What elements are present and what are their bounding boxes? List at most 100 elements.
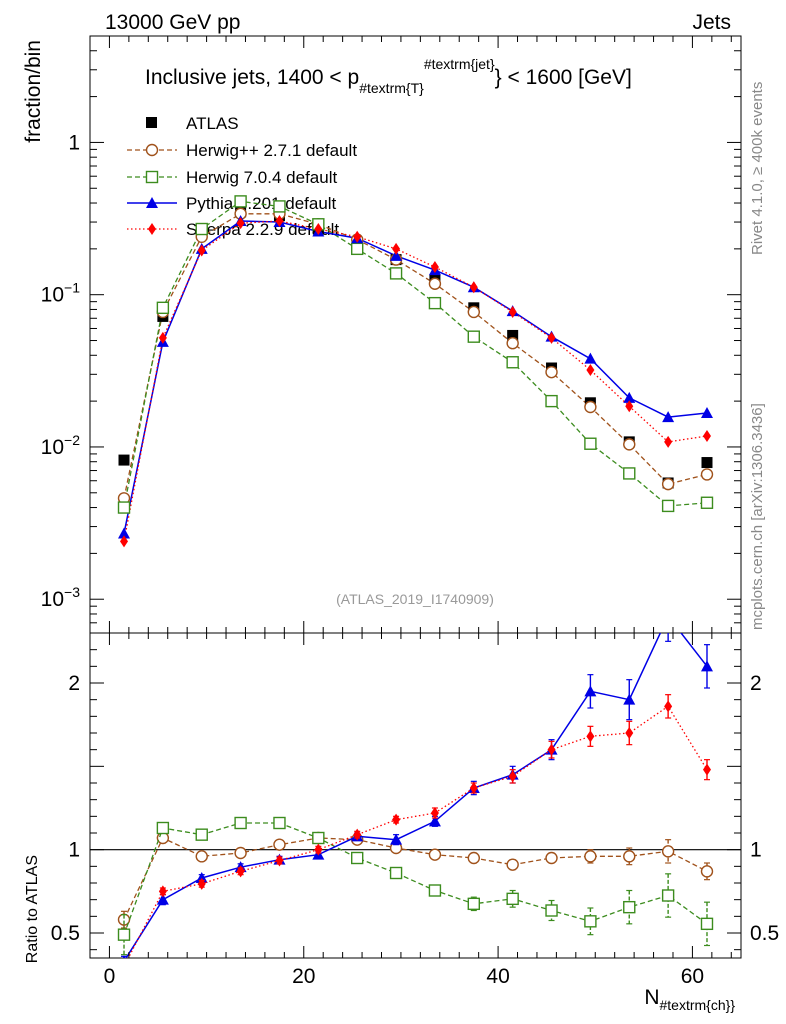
ratio-point-sherpa bbox=[314, 843, 323, 856]
data-point-sherpa bbox=[547, 331, 556, 344]
data-point-herwigpp bbox=[545, 365, 558, 379]
title-superscript: #textrm{jet} bbox=[424, 56, 495, 72]
legend: ATLAS Herwig++ 2.7.1 default Herwig 7.0.… bbox=[127, 114, 357, 239]
ratio-point-sherpa bbox=[392, 813, 401, 826]
legend-entry-atlas: ATLAS bbox=[146, 114, 239, 133]
ratio-line-herwigpp bbox=[123, 837, 708, 920]
data-point-pythia bbox=[584, 352, 597, 364]
ratio-point-herwigpp bbox=[700, 865, 714, 878]
ratio-point-sherpa bbox=[664, 700, 673, 713]
ratio-y-tick-label-left: 0.5 bbox=[51, 922, 80, 945]
ratio-point-herwigpp bbox=[428, 848, 442, 861]
ratio-point-herwig7 bbox=[623, 900, 636, 914]
ratio-line-sherpa bbox=[127, 705, 708, 958]
data-point-sherpa bbox=[586, 364, 595, 377]
x-axis-title-main: N bbox=[644, 986, 659, 1009]
data-point-sherpa bbox=[353, 230, 362, 243]
data-point-herwig7 bbox=[467, 330, 480, 343]
data-point-pythia bbox=[623, 391, 636, 403]
ratio-point-sherpa bbox=[625, 727, 634, 739]
legend-entry-herwig7: Herwig 7.0.4 default bbox=[127, 168, 337, 187]
ratio-point-sherpa bbox=[120, 960, 128, 972]
ratio-point-pythia bbox=[156, 893, 169, 905]
ratio-point-herwigpp bbox=[584, 850, 597, 863]
data-point-sherpa bbox=[469, 281, 478, 294]
data-point-herwigpp bbox=[428, 277, 442, 290]
ratio-panel-frame bbox=[89, 632, 742, 959]
title-subscript: #textrm{T} bbox=[359, 80, 424, 96]
legend-entry-herwigpp: Herwig++ 2.7.1 default bbox=[127, 141, 357, 160]
data-point-data bbox=[701, 457, 713, 469]
data-point-herwig7 bbox=[117, 501, 131, 514]
y-tick-label: 1 bbox=[68, 131, 80, 154]
y-tick-label: 10−1 bbox=[41, 280, 81, 307]
data-point-herwig7 bbox=[351, 242, 364, 256]
data-point-herwig7 bbox=[661, 499, 675, 513]
main-plot-area bbox=[117, 195, 714, 548]
data-point-herwig7 bbox=[273, 200, 286, 213]
ratio-point-pythia bbox=[623, 693, 636, 705]
main-y-axis-title: fraction/bin bbox=[22, 40, 45, 143]
y-tick-label-base: 10 bbox=[41, 436, 64, 459]
title-main: Inclusive jets, 1400 < p bbox=[145, 66, 359, 89]
legend-entry-sherpa: Sherpa 2.2.9 default bbox=[127, 220, 339, 239]
data-point-sherpa bbox=[430, 261, 439, 274]
data-point-herwig7 bbox=[545, 394, 558, 408]
x-tick-label: 60 bbox=[681, 965, 704, 988]
ratio-point-herwig7 bbox=[389, 866, 403, 880]
series-line-herwigpp bbox=[123, 213, 708, 499]
data-point-herwig7 bbox=[428, 296, 442, 310]
ratio-point-herwigpp bbox=[234, 846, 247, 860]
legend-marker-pythia bbox=[146, 197, 158, 208]
ratio-point-herwig7 bbox=[273, 816, 286, 830]
energy-label: 13000 GeV pp bbox=[105, 11, 240, 34]
data-point-sherpa bbox=[508, 305, 517, 318]
ratio-point-herwigpp bbox=[506, 858, 519, 871]
y-tick-label: 10−2 bbox=[41, 432, 81, 459]
series-line-sherpa bbox=[123, 220, 708, 542]
jets-label: Jets bbox=[692, 11, 731, 34]
ratio-point-herwigpp bbox=[195, 850, 208, 863]
ratio-point-sherpa bbox=[236, 865, 245, 878]
ratio-point-pythia bbox=[700, 660, 713, 672]
x-tick-label: 40 bbox=[486, 965, 509, 988]
x-axis-title: N#textrm{ch}} bbox=[644, 986, 735, 1013]
legend-label-pythia: Pythia 8.201 default bbox=[186, 194, 337, 213]
ratio-point-herwig7 bbox=[351, 851, 364, 865]
ratio-point-herwig7 bbox=[156, 821, 170, 835]
data-point-sherpa bbox=[236, 217, 245, 230]
rivet-label: Rivet 4.1.0, ≥ 400k events bbox=[749, 82, 766, 255]
ratio-point-herwig7 bbox=[117, 928, 131, 941]
x-axis-title-subscript: #textrm{ch}} bbox=[660, 997, 736, 1013]
data-point-herwigpp bbox=[700, 468, 714, 481]
data-point-herwigpp bbox=[506, 337, 519, 350]
data-point-sherpa bbox=[275, 214, 284, 227]
data-point-herwig7 bbox=[195, 222, 208, 236]
ratio-y-axis-title: Ratio to ATLAS bbox=[24, 855, 41, 963]
ratio-point-sherpa bbox=[353, 828, 362, 841]
ratio-y-tick-label-right: 2 bbox=[750, 672, 762, 695]
ratio-point-herwig7 bbox=[467, 897, 480, 911]
ratio-point-herwigpp bbox=[273, 838, 286, 851]
data-point-pythia bbox=[662, 411, 675, 423]
data-point-herwigpp bbox=[661, 477, 675, 491]
data-point-sherpa bbox=[314, 223, 323, 236]
data-point-herwig7 bbox=[506, 356, 519, 369]
ratio-line-pythia bbox=[125, 633, 708, 958]
ratio-point-herwig7 bbox=[312, 831, 325, 845]
data-point-herwig7 bbox=[156, 301, 170, 315]
y-tick-label: 10−3 bbox=[41, 584, 81, 611]
ratio-point-herwig7 bbox=[428, 884, 442, 897]
data-point-sherpa bbox=[392, 242, 401, 255]
ratio-line-herwig7 bbox=[123, 822, 708, 935]
legend-label-herwig7: Herwig 7.0.4 default bbox=[186, 168, 337, 187]
ratio-point-herwigpp bbox=[467, 851, 480, 865]
ratio-point-herwig7 bbox=[545, 904, 558, 917]
legend-marker-herwigpp bbox=[145, 143, 159, 157]
series-line-herwig7 bbox=[123, 200, 708, 508]
ratio-point-sherpa bbox=[430, 807, 439, 819]
ratio-point-sherpa bbox=[197, 877, 206, 890]
data-point-herwigpp bbox=[584, 400, 597, 414]
ratio-point-pythia bbox=[390, 833, 403, 845]
